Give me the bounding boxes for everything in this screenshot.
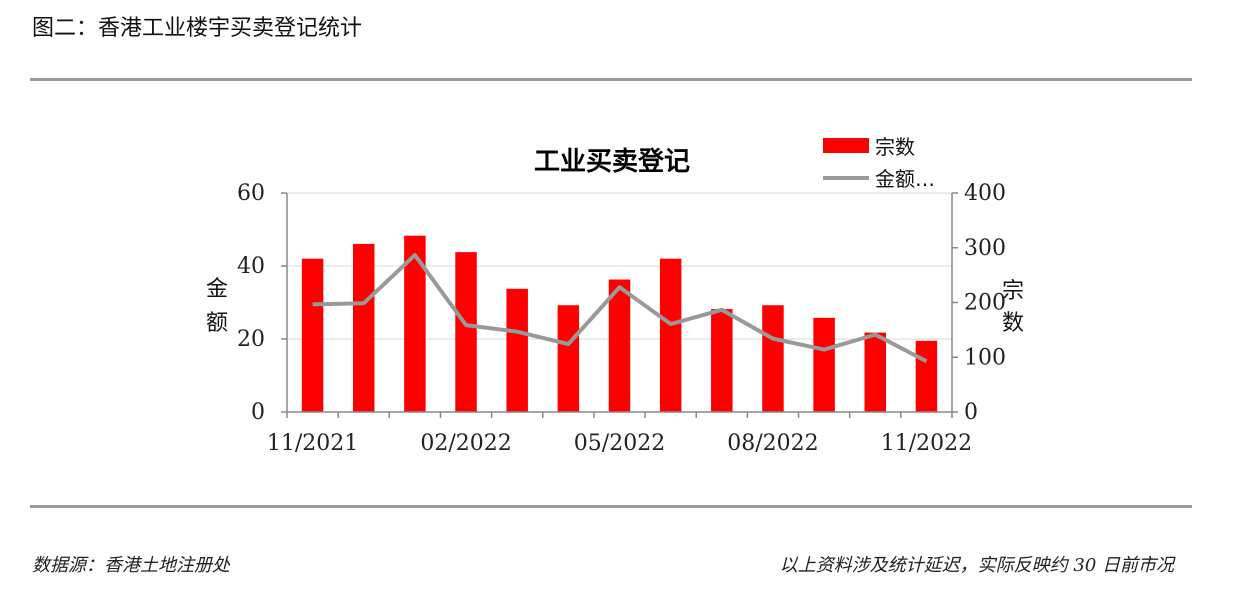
bar	[352, 243, 375, 412]
right-tick-label: 100	[964, 345, 1006, 370]
x-tick-label: 11/2022	[881, 431, 972, 456]
delay-note: 以上资料涉及统计延迟，实际反映约 30 日前市况	[779, 555, 1174, 576]
right-axis-label: 数	[1002, 311, 1024, 336]
bar	[659, 258, 682, 412]
x-tick-label: 08/2022	[727, 431, 818, 456]
legend-swatch-bar	[823, 138, 869, 153]
chart-title: 工业买卖登记	[534, 146, 690, 177]
right-tick-label: 300	[964, 236, 1006, 261]
left-tick-label: 40	[237, 254, 265, 279]
left-axis-label: 金	[206, 277, 228, 302]
bar	[557, 305, 580, 412]
x-tick-label: 05/2022	[574, 431, 665, 456]
bar	[608, 279, 631, 412]
right-tick-label: 0	[964, 400, 978, 425]
legend-label-bar: 宗数	[875, 135, 915, 159]
right-axis-label: 宗	[1002, 279, 1024, 304]
right-tick-label: 200	[964, 291, 1006, 316]
legend-label-line: 金额…	[875, 167, 935, 191]
x-tick-label: 11/2021	[267, 431, 358, 456]
bar	[864, 332, 887, 412]
figure-title: 图二：香港工业楼宇买卖登记统计	[32, 16, 363, 41]
left-tick-label: 60	[237, 181, 265, 206]
left-axis-label: 额	[206, 311, 228, 336]
bar	[455, 252, 477, 412]
x-tick-label: 02/2022	[420, 431, 511, 456]
top-divider	[30, 78, 1192, 81]
bar	[762, 305, 784, 412]
series-line	[312, 253, 928, 364]
bar	[915, 340, 938, 412]
left-tick-label: 20	[237, 327, 265, 352]
source-note: 数据源：香港土地注册处	[32, 555, 230, 576]
bar	[813, 317, 835, 412]
right-tick-label: 400	[964, 181, 1006, 206]
bar	[506, 288, 528, 412]
bar	[711, 309, 733, 412]
bottom-divider	[30, 505, 1192, 508]
bar	[301, 258, 324, 412]
bar	[404, 235, 426, 412]
left-tick-label: 0	[251, 400, 265, 425]
